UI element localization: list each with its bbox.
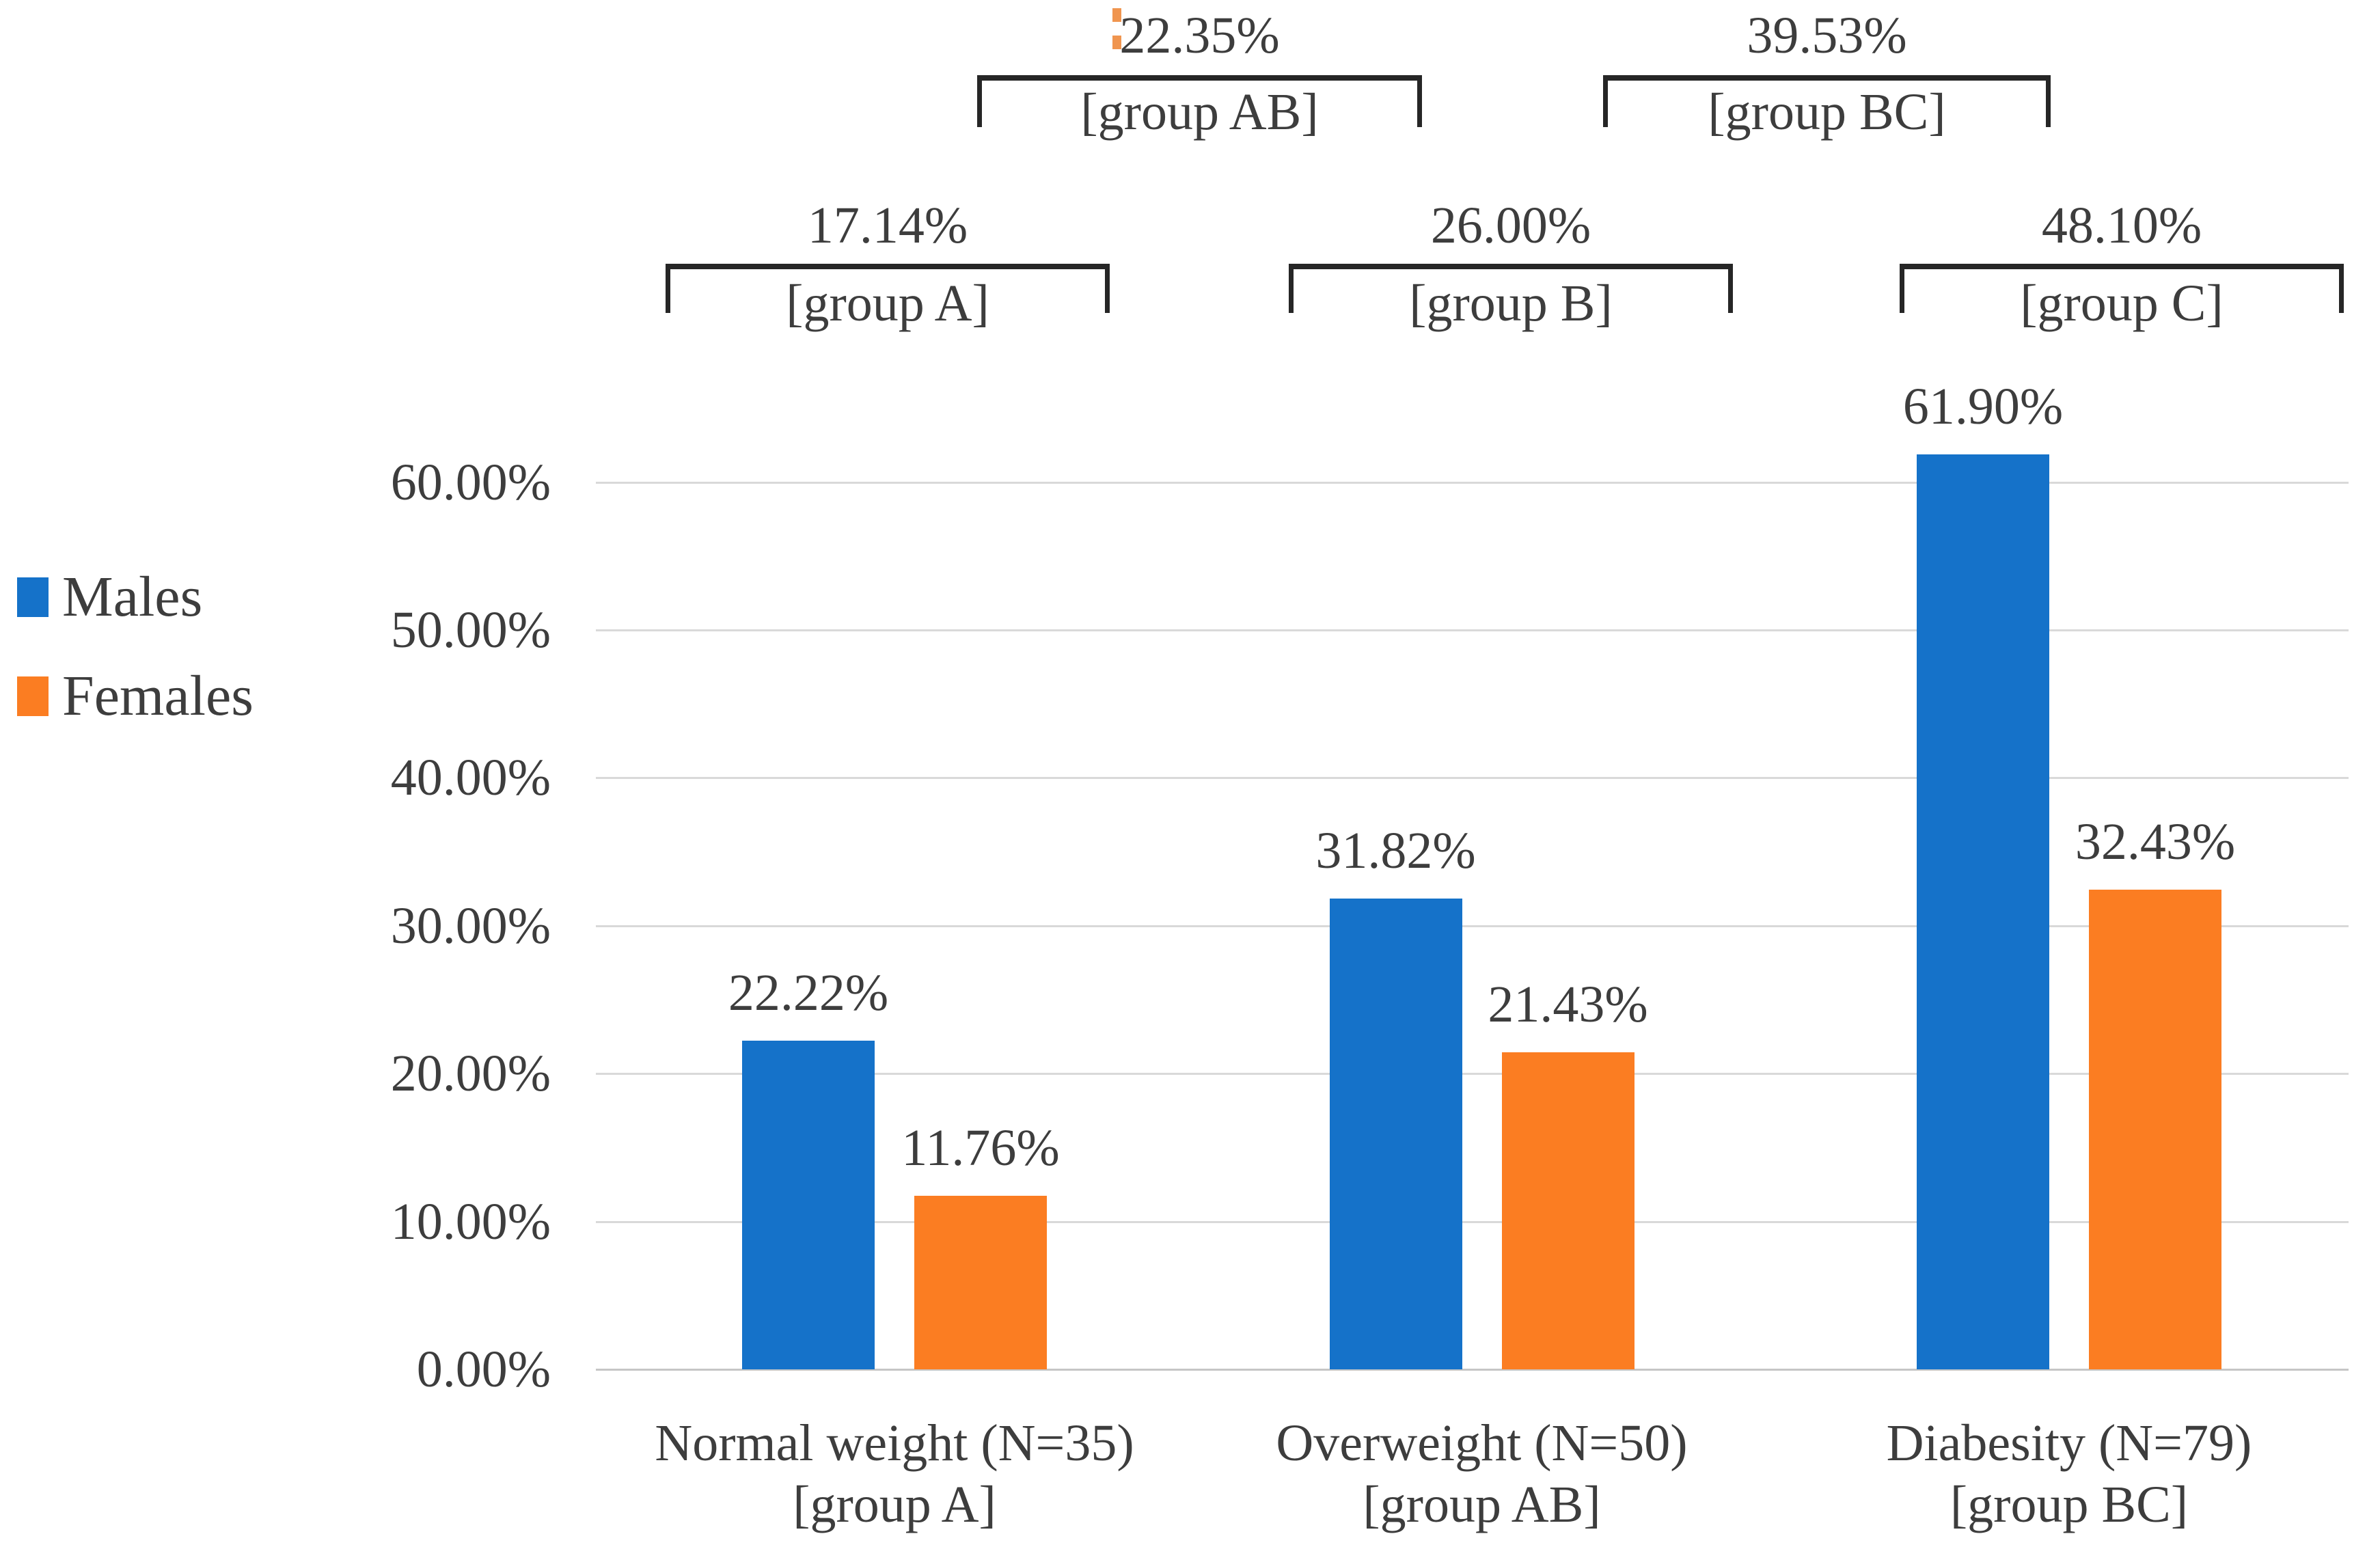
comparison-bracket-BC (1603, 75, 2051, 127)
bar-females-category-1 (914, 1195, 1047, 1369)
bar-males-category-2 (1329, 899, 1462, 1369)
females-color-swatch (17, 676, 49, 716)
comparison-bracket-AB (977, 75, 1422, 127)
x-axis-category-label-line1: Normal weight (N=35) (655, 1414, 1134, 1472)
bracket-value-C: 48.10% (2041, 197, 2202, 254)
y-axis-tick-label: 10.00% (390, 1192, 551, 1250)
gridline-10 (596, 1220, 2349, 1223)
bracket-value-AB: 22.35% (1119, 7, 1280, 64)
bar-value-label: 31.82% (1315, 822, 1476, 880)
comparison-bracket-B (1289, 264, 1733, 313)
males-color-swatch (17, 577, 49, 617)
bar-males-category-3 (1917, 454, 2049, 1369)
legend-label-males: Males (62, 565, 203, 629)
comparison-bracket-A (666, 264, 1110, 313)
legend-item-females: Females (17, 668, 254, 725)
gridline-20 (596, 1073, 2349, 1076)
bar-value-label: 21.43% (1488, 976, 1648, 1034)
artifact-dash-top (1112, 8, 1121, 22)
gridline-30 (596, 925, 2349, 927)
y-axis-tick-label: 20.00% (390, 1045, 551, 1103)
y-axis-tick-label: 50.00% (390, 601, 551, 659)
legend-label-females: Females (62, 664, 254, 728)
bracket-group-label-A: [group A] (786, 275, 989, 332)
x-axis-category-label-line1: Diabesity (N=79) (1886, 1414, 2252, 1472)
bar-value-label: 11.76% (901, 1119, 1060, 1177)
bar-value-label: 61.90% (1902, 377, 2064, 435)
y-axis-tick-label: 30.00% (390, 896, 551, 955)
y-axis-tick-label: 0.00% (416, 1341, 551, 1398)
legend: Males Females (17, 569, 254, 776)
gridline-60 (596, 481, 2349, 484)
x-axis-category-label-line2: [group BC] (1950, 1476, 2189, 1533)
gridline-50 (596, 629, 2349, 632)
comparison-bracket-C (1900, 264, 2344, 313)
bracket-value-B: 26.00% (1430, 197, 1591, 254)
bracket-group-label-B: [group B] (1409, 275, 1613, 332)
x-axis-category-label-line1: Overweight (N=50) (1276, 1414, 1688, 1472)
x-axis-category-label-line2: [group AB] (1363, 1476, 1601, 1533)
bracket-value-BC: 39.53% (1747, 7, 1907, 64)
bar-females-category-2 (1501, 1052, 1634, 1369)
x-axis-category-label-line2: [group A] (793, 1476, 996, 1533)
gridline-40 (596, 777, 2349, 780)
bracket-group-label-C: [group C] (2020, 275, 2224, 332)
bar-females-category-3 (2089, 890, 2221, 1369)
y-axis-tick-label: 60.00% (390, 453, 551, 511)
y-axis-tick-label: 40.00% (390, 749, 551, 807)
bracket-value-A: 17.14% (807, 197, 968, 254)
bracket-group-label-AB: [group AB] (1080, 83, 1319, 141)
bar-value-label: 32.43% (2075, 813, 2236, 871)
bar-value-label: 22.22% (728, 964, 889, 1022)
artifact-dash-bottom (1112, 36, 1121, 49)
x-axis-line (596, 1369, 2349, 1371)
bracket-group-label-BC: [group BC] (1708, 83, 1946, 141)
bar-males-category-1 (742, 1041, 875, 1369)
legend-item-males: Males (17, 569, 254, 626)
